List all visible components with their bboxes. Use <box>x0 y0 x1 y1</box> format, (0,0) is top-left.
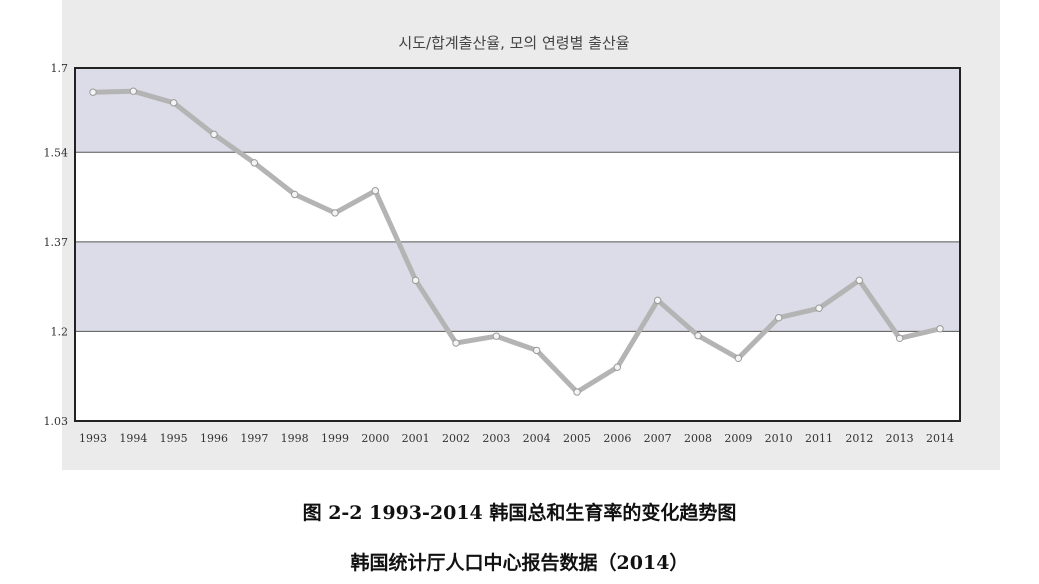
x-tick-label: 1999 <box>321 432 349 445</box>
data-point <box>371 187 380 195</box>
plot-band <box>75 152 960 242</box>
plot-frame <box>74 67 961 422</box>
data-point <box>815 304 823 312</box>
x-tick-label: 2012 <box>845 432 873 445</box>
x-tick-label: 1993 <box>79 432 107 445</box>
data-point <box>653 296 662 305</box>
x-tick-label: 2010 <box>765 432 793 445</box>
plot-band <box>75 68 960 153</box>
chart-title: 시도/합계출산율, 모의 연령별 출산율 <box>398 34 629 52</box>
data-point <box>210 130 218 139</box>
y-tick-label: 1.54 <box>44 146 69 159</box>
data-point <box>613 363 622 371</box>
plot-band <box>75 241 960 332</box>
y-tick-label: 1.7 <box>51 62 69 75</box>
series-layer <box>89 87 944 396</box>
plot-band <box>75 331 960 421</box>
data-point <box>734 354 743 363</box>
x-tick-label: 2007 <box>644 432 672 445</box>
x-tick-label: 2001 <box>402 432 430 445</box>
data-point <box>250 159 259 167</box>
x-tick-label: 1994 <box>119 432 147 445</box>
x-tick-label: 2004 <box>523 432 551 445</box>
x-tick-label: 2002 <box>442 432 470 445</box>
data-point <box>89 88 97 96</box>
data-point <box>331 209 339 217</box>
x-tick-label: 1996 <box>200 432 228 445</box>
data-point <box>895 334 904 342</box>
x-tick-label: 2008 <box>684 432 712 445</box>
data-point <box>411 276 420 285</box>
x-tick-label: 2013 <box>886 432 914 445</box>
data-point <box>290 190 299 199</box>
data-point <box>532 346 541 355</box>
x-tick-label: 2014 <box>926 432 954 445</box>
data-point <box>492 332 501 340</box>
y-tick-label: 1.37 <box>44 236 69 249</box>
data-point <box>452 339 460 347</box>
x-tick-label: 1995 <box>160 432 188 445</box>
series-line <box>90 88 943 395</box>
data-point <box>936 325 944 333</box>
data-point <box>169 99 178 107</box>
y-axis-ticks: 1.7 1.54 1.37 1.2 1.03 <box>44 62 69 428</box>
data-point <box>855 276 864 285</box>
x-tick-label: 2000 <box>361 432 389 445</box>
figure-caption: 图 2-2 1993-2014 韩国总和生育率的变化趋势图 <box>302 502 737 524</box>
data-point <box>694 331 702 340</box>
source-caption: 韩国统计厅人口中心报告数据（2014） <box>350 552 689 574</box>
x-tick-label: 1997 <box>240 432 268 445</box>
x-tick-label: 2006 <box>603 432 631 445</box>
y-tick-label: 1.03 <box>44 415 69 428</box>
x-tick-label: 2003 <box>482 432 510 445</box>
x-tick-label: 2005 <box>563 432 591 445</box>
x-tick-label: 2009 <box>724 432 752 445</box>
x-axis-ticks: 1993 1994 1995 1996 1997 1998 1999 2000 2001 2002… <box>79 432 954 445</box>
data-point <box>774 314 783 322</box>
data-point <box>573 388 581 396</box>
data-point <box>129 87 138 95</box>
plot-bands <box>75 68 960 421</box>
x-tick-label: 1998 <box>281 432 309 445</box>
line-chart: 시도/합계출산율, 모의 연령별 출산율 1.71.541.371.21.03 … <box>44 34 961 445</box>
y-tick-label: 1.2 <box>51 325 69 338</box>
x-tick-label: 2011 <box>805 432 833 445</box>
gridlines <box>75 151 960 332</box>
